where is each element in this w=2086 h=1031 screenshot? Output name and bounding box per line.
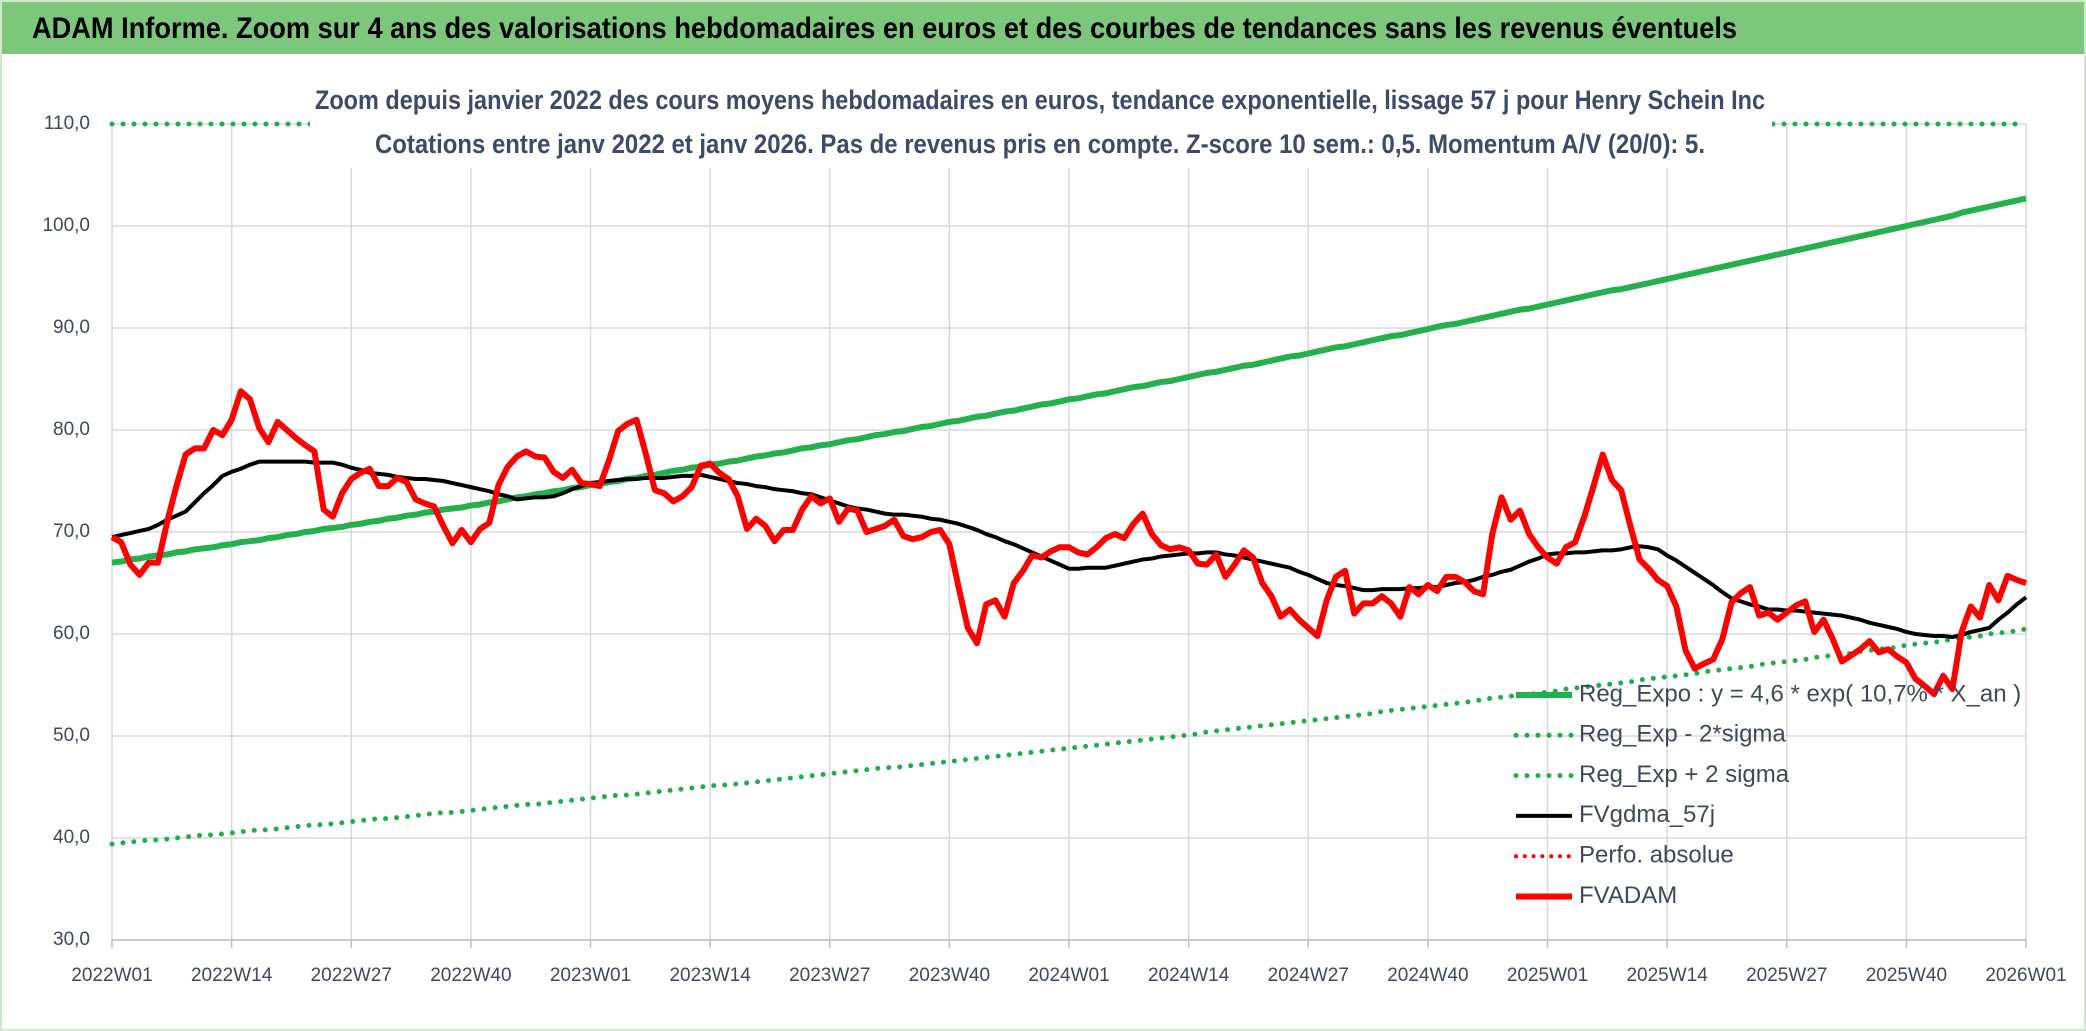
x-tick-label: 2024W14	[1148, 965, 1230, 986]
legend-label: Perfo. absolue	[1579, 842, 1734, 869]
x-tick-label: 2023W40	[909, 965, 990, 986]
series-line	[110, 388, 2027, 698]
x-tick-label: 2022W01	[71, 965, 152, 986]
chart-title: Zoom depuis janvier 2022 des cours moyen…	[315, 85, 1765, 115]
legend-label: Reg_Expo : y = 4,6 * exp( 10,7% * X_an )	[1579, 680, 2021, 707]
x-tick-label: 2025W01	[1507, 965, 1588, 986]
x-tick-label: 2025W14	[1626, 965, 1708, 986]
legend: Reg_Expo : y = 4,6 * exp( 10,7% * X_an )…	[1513, 680, 2021, 909]
x-tick-label: 2022W40	[430, 965, 511, 986]
y-tick-label: 110,0	[44, 113, 90, 134]
x-tick-label: 2023W27	[789, 965, 870, 986]
legend-label: FVADAM	[1579, 882, 1677, 909]
y-tick-label: 90,0	[53, 317, 90, 338]
y-tick-label: 70,0	[53, 521, 90, 542]
legend-label: Reg_Exp + 2 sigma	[1579, 761, 1790, 788]
x-tick-label: 2022W27	[311, 965, 392, 986]
series-line	[109, 626, 2029, 847]
x-tick-label: 2022W14	[191, 965, 273, 986]
x-tick-label: 2023W01	[550, 965, 631, 986]
y-tick-label: 60,0	[53, 623, 90, 644]
x-tick-label: 2023W14	[669, 965, 751, 986]
title-box	[310, 78, 1772, 168]
x-tick-label: 2024W40	[1387, 965, 1468, 986]
x-tick-label: 2025W40	[1866, 965, 1947, 986]
y-tick-label: 100,0	[42, 215, 90, 236]
header-bar	[2, 2, 2084, 54]
x-tick-label: 2024W27	[1268, 965, 1349, 986]
series-line	[111, 195, 2027, 566]
x-tick-label: 2025W27	[1746, 965, 1827, 986]
page-title: ADAM Informe. Zoom sur 4 ans des valoris…	[32, 12, 1737, 45]
legend-label: FVgdma_57j	[1579, 801, 1715, 828]
y-tick-label: 50,0	[53, 725, 90, 746]
chart-subtitle: Cotations entre janv 2022 et janv 2026. …	[375, 129, 1705, 159]
legend-label: Reg_Exp - 2*sigma	[1579, 721, 1786, 748]
series-line	[111, 459, 2028, 640]
y-tick-label: 40,0	[53, 827, 90, 848]
y-tick-label: 30,0	[53, 929, 90, 950]
x-tick-label: 2026W01	[1985, 965, 2066, 986]
y-tick-label: 80,0	[53, 419, 90, 440]
x-tick-label: 2024W01	[1028, 965, 1109, 986]
